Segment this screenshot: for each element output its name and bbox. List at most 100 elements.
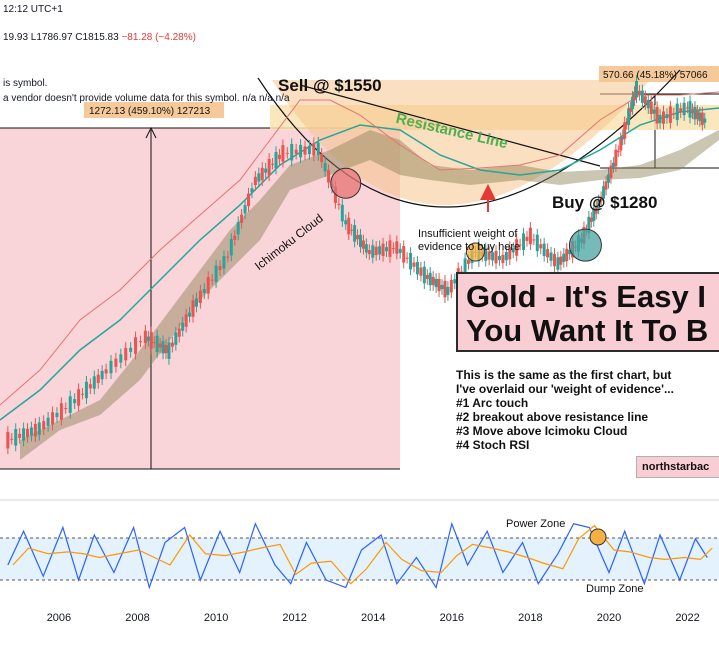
power-zone-marker xyxy=(589,528,607,546)
candle-body xyxy=(271,163,275,165)
candle-body xyxy=(698,112,702,121)
candle-body xyxy=(100,370,104,380)
candle-body xyxy=(637,90,641,95)
candle-body xyxy=(599,197,603,202)
candle-body xyxy=(431,276,435,286)
header-change: −81.28 (−4.28%) xyxy=(121,32,196,43)
candle-body xyxy=(525,236,529,241)
candle-body xyxy=(323,163,327,172)
red-arrow xyxy=(480,184,496,212)
candle-body xyxy=(539,244,543,249)
candle-body xyxy=(367,249,371,255)
title-line-1: Gold - It's Easy I xyxy=(466,279,706,314)
candle-body xyxy=(294,149,298,154)
candle-body xyxy=(129,347,133,352)
candle-body xyxy=(299,144,303,158)
candle-body xyxy=(604,181,608,190)
candle-body xyxy=(344,220,348,225)
candle-body xyxy=(229,238,233,256)
candle-body xyxy=(467,259,471,264)
candle-body xyxy=(84,381,88,399)
candle-body xyxy=(59,403,63,420)
candle-body xyxy=(422,266,426,284)
candle-body xyxy=(26,428,30,438)
measure-label-box xyxy=(84,102,224,118)
candle-body xyxy=(562,253,566,262)
candle-body xyxy=(340,204,344,222)
candle-body xyxy=(170,342,174,347)
candle-body xyxy=(191,300,195,317)
x-tick-label: 2014 xyxy=(361,612,385,624)
candle-body xyxy=(210,279,214,281)
candle-body xyxy=(528,227,532,245)
candle-body xyxy=(177,328,181,337)
measure-arrow-head xyxy=(145,126,157,139)
candle-body xyxy=(10,438,14,440)
candle-body xyxy=(124,347,128,361)
candle-body xyxy=(494,251,498,264)
insufficient-line-1: Insufficient weight of xyxy=(418,228,518,240)
candle-body xyxy=(556,257,560,270)
candle-body xyxy=(316,142,320,156)
arc-touch-marker xyxy=(568,228,602,262)
candle-body xyxy=(398,248,402,253)
x-tick-label: 2012 xyxy=(282,612,306,624)
candle-body xyxy=(693,106,697,120)
candle-body xyxy=(627,108,631,125)
candle-body xyxy=(236,222,240,235)
measure-label-right: 570.66 (45.18%) 57066 xyxy=(603,70,708,81)
candle-body xyxy=(602,186,606,199)
candle-body xyxy=(434,278,438,288)
description-item: #4 Stoch RSI xyxy=(456,438,530,452)
candle-body xyxy=(549,252,553,261)
candle-body xyxy=(443,280,447,298)
moving-average-fast xyxy=(0,91,719,406)
candle-body xyxy=(320,153,324,163)
candle-body xyxy=(522,233,526,250)
candle-body xyxy=(114,358,118,367)
candle-body xyxy=(634,80,638,98)
candle-body xyxy=(491,252,495,261)
candle-body xyxy=(222,256,226,269)
candle-body xyxy=(518,244,522,246)
description: This is the same as the first chart, but… xyxy=(456,368,719,452)
candle-body xyxy=(665,114,669,119)
candle-body xyxy=(484,248,488,261)
candle-body xyxy=(184,314,188,327)
candle-body xyxy=(152,342,156,344)
header-ohlc: 19.93 L1786.97 C1815.83 −81.28 (−4.28%) xyxy=(3,32,196,43)
candle-body xyxy=(96,374,100,383)
candle-body xyxy=(364,244,368,253)
candle-body xyxy=(149,332,153,349)
candle-body xyxy=(515,239,519,256)
candle-body xyxy=(257,173,261,182)
candle-body xyxy=(6,431,10,449)
candle-body xyxy=(356,235,360,240)
candle-body xyxy=(508,247,512,260)
candle-body xyxy=(611,162,615,167)
candle-body xyxy=(412,262,416,267)
candle-body xyxy=(643,96,647,105)
candle-body xyxy=(542,243,546,256)
price-candles xyxy=(6,75,707,455)
candle-body xyxy=(388,240,392,257)
candle-body xyxy=(164,344,168,354)
x-tick-label: 2016 xyxy=(440,612,464,624)
candle-body xyxy=(161,341,165,354)
candle-body xyxy=(437,278,441,292)
candle-body xyxy=(381,243,385,256)
candle-body xyxy=(675,103,679,121)
candle-body xyxy=(446,286,450,296)
sell-label: Sell @ $1550 xyxy=(278,76,382,95)
candle-body xyxy=(649,101,653,115)
title-box: Gold - It's Easy I You Want It To B xyxy=(456,272,719,352)
candle-body xyxy=(22,428,26,441)
candle-body xyxy=(138,341,142,343)
candle-body xyxy=(37,422,41,435)
candle-body xyxy=(640,90,644,103)
insufficient-note: Insufficient weight of evidence to buy h… xyxy=(418,228,558,254)
candle-body xyxy=(679,108,683,113)
candle-body xyxy=(260,167,264,181)
candle-body xyxy=(391,248,395,250)
candle-body xyxy=(155,335,159,353)
